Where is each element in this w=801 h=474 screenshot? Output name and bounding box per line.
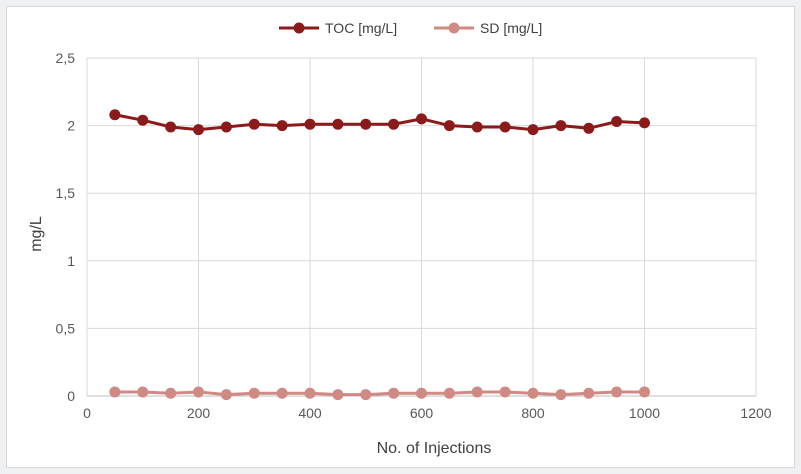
series-0-point — [583, 122, 595, 134]
series-0-point — [639, 117, 650, 129]
y-tick-label: 1,5 — [56, 185, 76, 201]
legend-entry-1: SD [mg/L] — [480, 20, 542, 36]
series-0-point — [332, 118, 344, 130]
series-0-point — [499, 121, 511, 133]
series-1-point — [193, 386, 204, 398]
series-0-point — [165, 121, 177, 133]
series-1-point — [583, 387, 595, 399]
series-0-point — [416, 113, 427, 125]
y-tick-label: 1 — [67, 253, 75, 269]
series-0-point — [471, 121, 483, 133]
x-tick-label: 400 — [298, 405, 322, 421]
series-0-point — [220, 121, 232, 133]
series-1-point — [499, 386, 511, 398]
legend-swatch-marker-0 — [293, 22, 305, 34]
series-1-point — [109, 386, 121, 398]
series-0-point — [304, 118, 316, 130]
series-group — [109, 109, 650, 401]
y-tick-label: 0,5 — [56, 320, 76, 336]
x-tick-label: 800 — [521, 405, 545, 421]
series-1-point — [388, 387, 400, 399]
series-0-point — [109, 109, 121, 121]
x-tick-label: 1000 — [629, 405, 660, 421]
x-axis-label: No. of Injections — [377, 440, 492, 457]
series-1-point — [611, 386, 623, 398]
legend: TOC [mg/L] SD [mg/L] — [279, 20, 542, 36]
chart-frame: 0 0,5 1 1,5 2 2,5 0 200 400 600 800 1000 1200 No. o… — [6, 6, 795, 468]
series-0-point — [527, 124, 539, 136]
series-1-point — [555, 389, 567, 401]
series-0-point — [555, 120, 567, 132]
series-0-point — [611, 116, 623, 128]
series-1-point — [304, 387, 316, 399]
x-axis-ticks: 0 200 400 600 800 1000 1200 — [83, 405, 772, 421]
series-1-point — [137, 386, 149, 398]
series-1-point — [471, 386, 483, 398]
series-1-point — [443, 387, 455, 399]
x-tick-label: 1200 — [740, 405, 771, 421]
y-tick-label: 2,5 — [56, 50, 76, 66]
x-tick-label: 0 — [83, 405, 91, 421]
y-axis-ticks: 0 0,5 1 1,5 2 2,5 — [56, 50, 76, 404]
series-1-point — [220, 389, 232, 401]
series-1-point — [527, 387, 539, 399]
series-1-point — [360, 389, 372, 401]
grid — [86, 57, 757, 397]
x-tick-label: 200 — [187, 405, 211, 421]
series-0-point — [360, 118, 372, 130]
legend-swatch-marker-1 — [448, 22, 460, 34]
series-0-point — [137, 114, 149, 126]
series-0-point — [193, 124, 204, 136]
series-1-point — [416, 387, 427, 399]
x-tick-label: 600 — [410, 405, 434, 421]
series-1-point — [248, 387, 260, 399]
y-axis-label: mg/L — [28, 216, 45, 252]
legend-entry-0: TOC [mg/L] — [325, 20, 397, 36]
y-tick-label: 0 — [67, 388, 75, 404]
series-1-point — [276, 387, 288, 399]
line-chart: 0 0,5 1 1,5 2 2,5 0 200 400 600 800 1000 1200 No. o… — [28, 20, 772, 457]
series-1-point — [639, 386, 650, 398]
series-0-point — [388, 118, 400, 130]
y-tick-label: 2 — [67, 118, 75, 134]
series-0-point — [248, 118, 260, 130]
series-1-point — [165, 387, 177, 399]
series-1-point — [332, 389, 344, 401]
series-0-point — [276, 120, 288, 132]
series-0-point — [443, 120, 455, 132]
